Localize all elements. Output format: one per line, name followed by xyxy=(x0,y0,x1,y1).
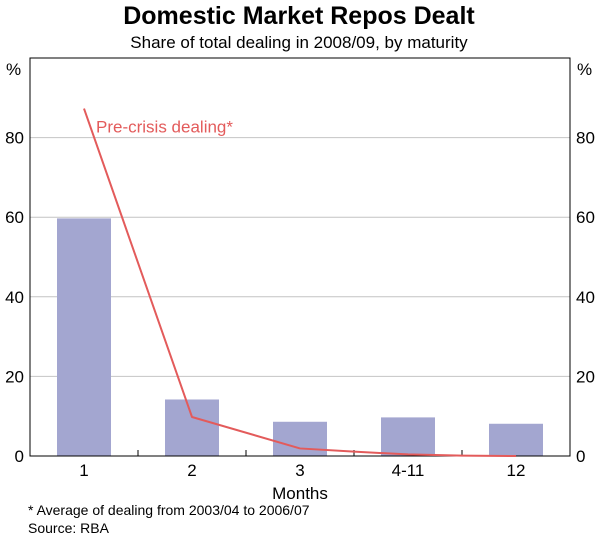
chart-subtitle: Share of total dealing in 2008/09, by ma… xyxy=(130,33,468,52)
y-tick-label-left: 20 xyxy=(5,367,24,386)
footnote-source: Source: RBA xyxy=(28,520,109,536)
footnote-note: * Average of dealing from 2003/04 to 200… xyxy=(28,502,310,518)
x-tick-label: 3 xyxy=(295,461,304,480)
y-tick-label-right: 80 xyxy=(576,129,595,148)
y-tick-label-left: 0 xyxy=(15,447,24,466)
x-axis-label: Months xyxy=(272,484,328,503)
x-tick-label: 1 xyxy=(79,461,88,480)
y-tick-label-left: 80 xyxy=(5,129,24,148)
y-axis-unit-left: % xyxy=(6,60,22,79)
chart-title: Domestic Market Repos Dealt xyxy=(123,2,475,30)
bar xyxy=(57,218,111,456)
line-series-pre-crisis xyxy=(83,108,517,457)
bar xyxy=(273,421,327,456)
bar xyxy=(381,417,435,456)
bar xyxy=(489,423,543,456)
y-tick-label-right: 0 xyxy=(576,447,585,466)
y-tick-label-right: 60 xyxy=(576,208,595,227)
y-tick-label-left: 40 xyxy=(5,288,24,307)
x-tick-label: 2 xyxy=(187,461,196,480)
y-axis-unit-right: % xyxy=(577,60,593,79)
y-tick-label-right: 20 xyxy=(576,367,595,386)
y-tick-label-right: 40 xyxy=(576,288,595,307)
y-tick-label-left: 60 xyxy=(5,208,24,227)
line-annotation-label: Pre-crisis dealing* xyxy=(96,118,233,137)
x-tick-label: 12 xyxy=(507,461,526,480)
x-tick-label: 4-11 xyxy=(392,461,425,480)
bar xyxy=(165,399,219,456)
plot-frame xyxy=(29,57,571,457)
